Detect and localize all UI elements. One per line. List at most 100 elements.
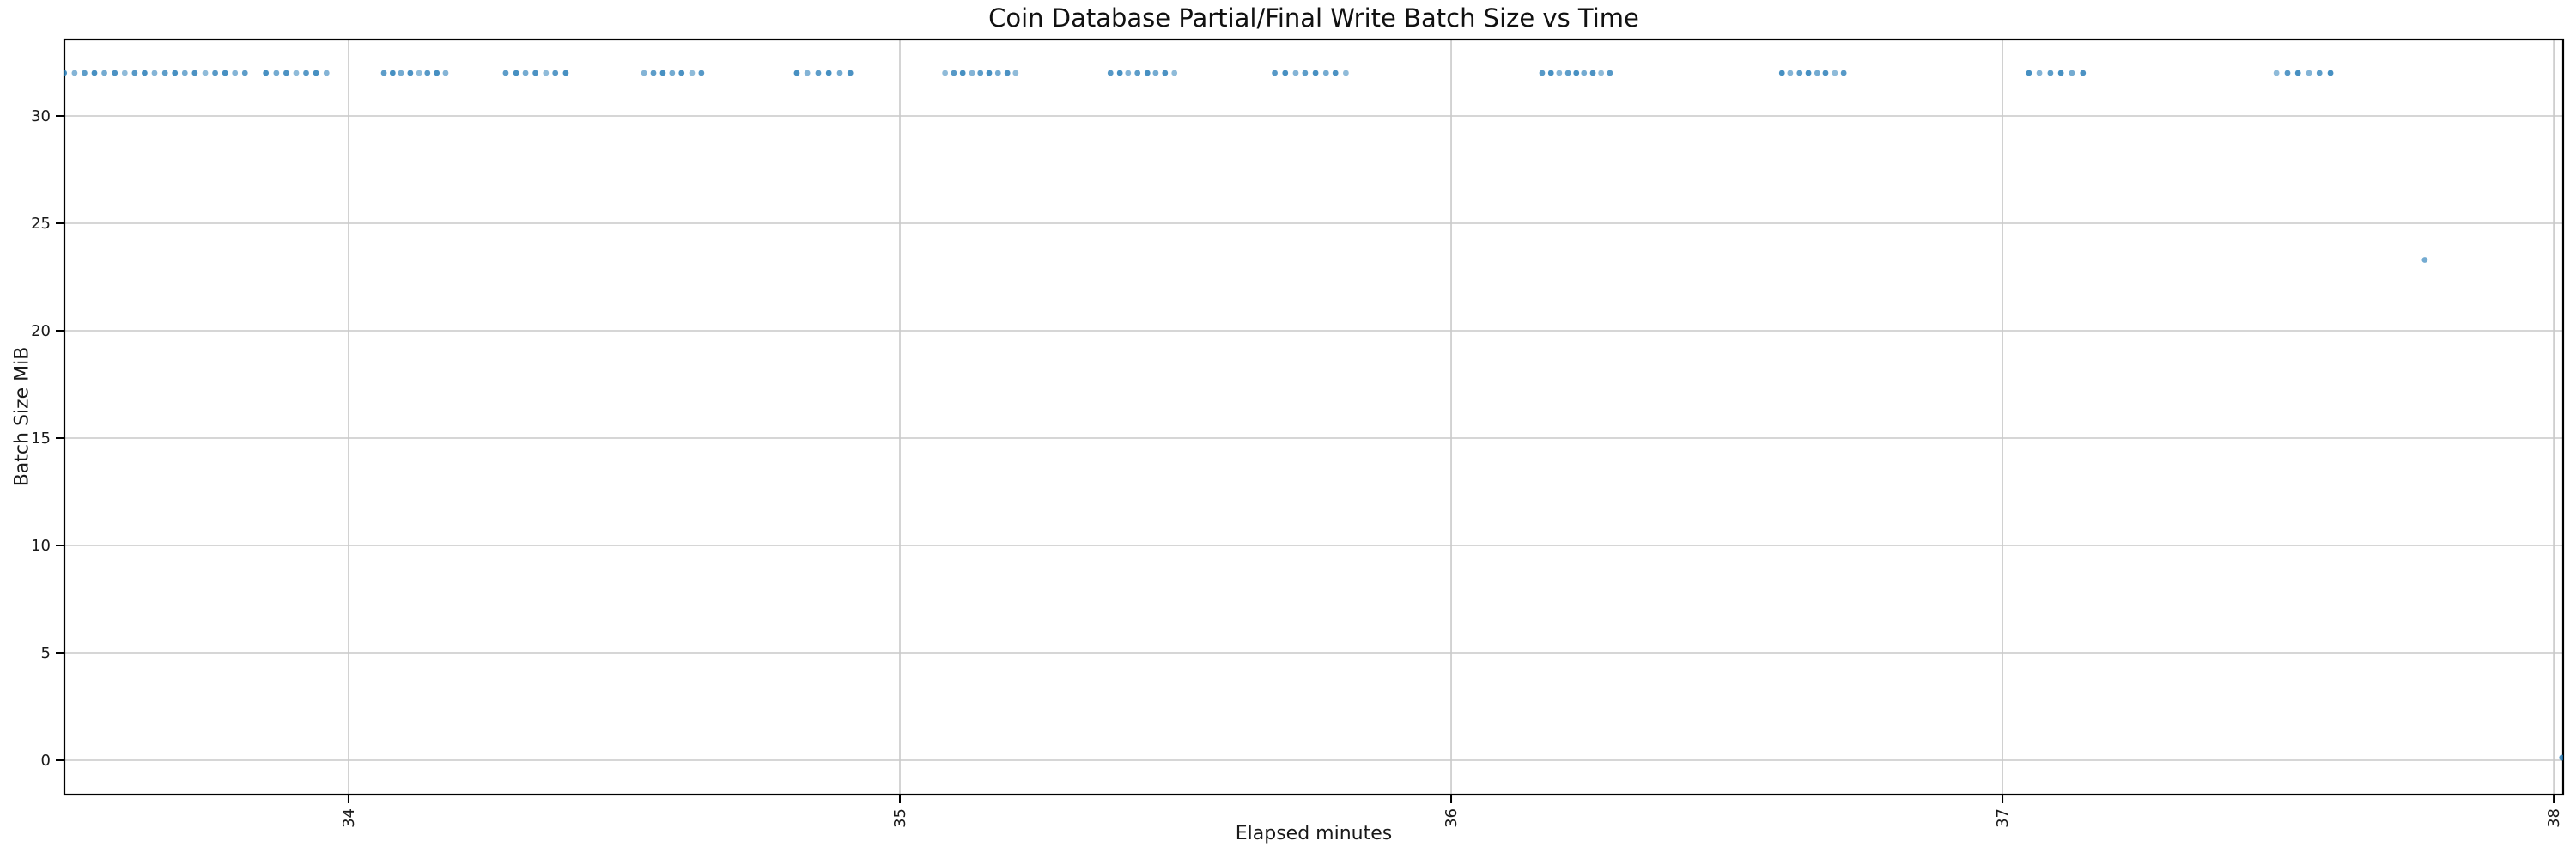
data-point [1805, 70, 1812, 76]
data-point [552, 70, 559, 76]
data-point [1012, 70, 1019, 76]
data-point [1564, 70, 1571, 76]
data-point [263, 70, 270, 76]
data-point [2559, 754, 2563, 761]
data-point [1162, 70, 1169, 76]
data-point [513, 70, 519, 76]
data-point [669, 70, 676, 76]
data-point [416, 70, 422, 76]
y-tick-label: 5 [41, 644, 51, 662]
data-point [91, 70, 98, 76]
data-point [1547, 70, 1554, 76]
data-point [986, 70, 993, 76]
data-point [1598, 70, 1605, 76]
data-point [1125, 70, 1132, 76]
data-point [959, 70, 966, 76]
data-point [1607, 70, 1613, 76]
data-point [1116, 70, 1123, 76]
data-point [202, 70, 209, 76]
chart-title: Coin Database Partial/Final Write Batch … [988, 3, 1639, 33]
data-point [131, 70, 138, 76]
data-point [293, 70, 300, 76]
data-point [121, 70, 128, 76]
data-point [532, 70, 539, 76]
data-point [2284, 70, 2291, 76]
data-point [1814, 70, 1820, 76]
data-point [951, 70, 957, 76]
data-point [1152, 70, 1159, 76]
data-point [2069, 70, 2075, 76]
data-point [1272, 70, 1278, 76]
data-point [380, 70, 387, 76]
data-point [1312, 70, 1319, 76]
plot-border [63, 38, 2565, 796]
y-tick-label: 20 [31, 322, 51, 340]
data-point [273, 70, 280, 76]
data-point [1144, 70, 1151, 76]
data-point [424, 70, 431, 76]
data-point [1171, 70, 1178, 76]
data-point [1342, 70, 1349, 76]
data-point [434, 70, 440, 76]
data-point [1556, 70, 1563, 76]
data-point [442, 70, 449, 76]
data-point [1840, 70, 1847, 76]
data-point [815, 70, 822, 76]
data-point [522, 70, 529, 76]
x-axis-label: Elapsed minutes [1235, 823, 1393, 844]
y-tick-label: 15 [31, 430, 51, 448]
data-point [502, 70, 509, 76]
data-point [2273, 70, 2280, 76]
data-point [2306, 70, 2312, 76]
data-point [1778, 70, 1785, 76]
data-point [181, 70, 188, 76]
data-point [543, 70, 550, 76]
data-point [1832, 70, 1838, 76]
x-tick-label: 34 [340, 808, 358, 828]
data-point [389, 70, 396, 76]
data-point [1573, 70, 1580, 76]
data-point [678, 70, 685, 76]
data-point [977, 70, 984, 76]
data-point [1787, 70, 1794, 76]
data-point [2057, 70, 2064, 76]
data-point [2421, 257, 2428, 263]
data-point [2026, 70, 2032, 76]
data-point [161, 70, 168, 76]
data-point [71, 70, 78, 76]
data-point [232, 70, 239, 76]
data-point [2047, 70, 2054, 76]
data-point [101, 70, 107, 76]
x-tick-label: 37 [1994, 808, 2012, 828]
data-point [172, 70, 179, 76]
data-point [303, 70, 309, 76]
data-point [191, 70, 198, 76]
data-point [994, 70, 1001, 76]
data-point [212, 70, 218, 76]
data-point [2036, 70, 2043, 76]
data-point [942, 70, 949, 76]
data-point [1004, 70, 1011, 76]
data-point [1292, 70, 1299, 76]
data-point [650, 70, 657, 76]
data-point [698, 70, 705, 76]
data-point [241, 70, 248, 76]
data-point [1107, 70, 1114, 76]
x-tick-label: 35 [891, 808, 909, 828]
data-point [847, 70, 854, 76]
data-point [689, 70, 696, 76]
data-point [2316, 70, 2323, 76]
data-point [825, 70, 832, 76]
data-point [64, 70, 68, 76]
y-tick-label: 10 [31, 537, 51, 555]
x-tick-label: 36 [1443, 808, 1461, 828]
data-point [2294, 70, 2301, 76]
data-point [398, 70, 404, 76]
data-point [151, 70, 158, 76]
y-tick-label: 25 [31, 215, 51, 233]
data-point [836, 70, 843, 76]
data-point [659, 70, 666, 76]
data-point [2327, 70, 2334, 76]
data-point [222, 70, 228, 76]
